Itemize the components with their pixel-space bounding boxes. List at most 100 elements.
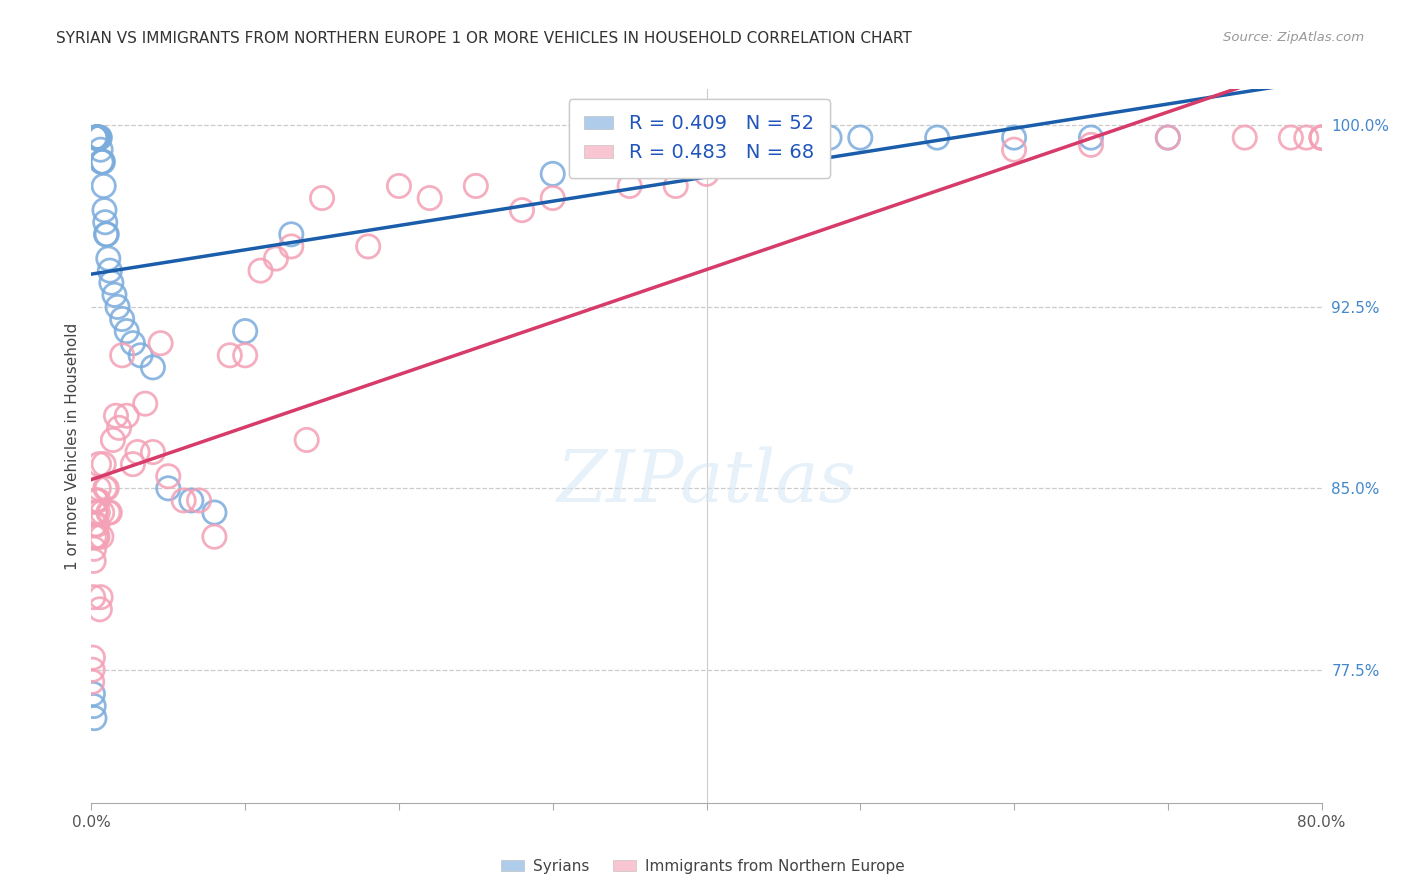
- Point: [83, 554, 105, 568]
- Point: [157, 469, 180, 483]
- Point: [111, 312, 134, 326]
- Point: [264, 252, 287, 266]
- Point: [82, 650, 104, 665]
- Point: [127, 445, 149, 459]
- Point: [91, 154, 114, 169]
- Text: SYRIAN VS IMMIGRANTS FROM NORTHERN EUROPE 1 OR MORE VEHICLES IN HOUSEHOLD CORREL: SYRIAN VS IMMIGRANTS FROM NORTHERN EUROP…: [56, 31, 912, 46]
- Point: [90, 530, 112, 544]
- Point: [1080, 130, 1102, 145]
- Point: [82, 590, 104, 604]
- Point: [89, 130, 111, 145]
- Point: [122, 457, 145, 471]
- Point: [134, 397, 156, 411]
- Point: [1080, 137, 1102, 152]
- Legend: R = 0.409   N = 52, R = 0.483   N = 68: R = 0.409 N = 52, R = 0.483 N = 68: [568, 99, 830, 178]
- Point: [96, 481, 118, 495]
- Point: [87, 493, 110, 508]
- Point: [89, 602, 111, 616]
- Point: [142, 360, 165, 375]
- Point: [295, 433, 318, 447]
- Point: [1310, 130, 1333, 145]
- Point: [233, 348, 256, 362]
- Point: [83, 711, 105, 725]
- Point: [94, 215, 117, 229]
- Point: [157, 481, 180, 495]
- Point: [103, 288, 125, 302]
- Point: [1157, 130, 1180, 145]
- Point: [84, 506, 107, 520]
- Point: [510, 203, 533, 218]
- Point: [94, 227, 117, 242]
- Point: [818, 130, 841, 145]
- Point: [86, 530, 108, 544]
- Point: [100, 276, 122, 290]
- Point: [84, 130, 107, 145]
- Point: [82, 674, 104, 689]
- Point: [97, 506, 120, 520]
- Point: [1279, 130, 1302, 145]
- Point: [695, 137, 717, 152]
- Point: [1157, 130, 1180, 145]
- Point: [86, 130, 108, 145]
- Point: [87, 130, 110, 145]
- Point: [115, 409, 138, 423]
- Text: Source: ZipAtlas.com: Source: ZipAtlas.com: [1223, 31, 1364, 45]
- Legend: Syrians, Immigrants from Northern Europe: Syrians, Immigrants from Northern Europe: [495, 853, 911, 880]
- Point: [82, 687, 104, 701]
- Point: [91, 154, 114, 169]
- Point: [98, 506, 121, 520]
- Point: [142, 445, 165, 459]
- Point: [388, 178, 411, 193]
- Point: [83, 541, 105, 556]
- Point: [87, 506, 110, 520]
- Point: [1310, 130, 1333, 145]
- Point: [90, 143, 112, 157]
- Point: [541, 191, 564, 205]
- Point: [619, 178, 641, 193]
- Point: [115, 324, 138, 338]
- Point: [101, 433, 124, 447]
- Point: [111, 348, 134, 362]
- Point: [83, 530, 105, 544]
- Point: [91, 506, 114, 520]
- Point: [87, 130, 110, 145]
- Point: [218, 348, 240, 362]
- Point: [83, 699, 105, 714]
- Point: [87, 130, 110, 145]
- Point: [149, 336, 172, 351]
- Point: [180, 493, 202, 508]
- Point: [98, 263, 121, 277]
- Point: [756, 130, 779, 145]
- Point: [249, 263, 271, 277]
- Point: [787, 130, 810, 145]
- Point: [84, 130, 107, 145]
- Point: [86, 130, 108, 145]
- Point: [86, 530, 108, 544]
- Point: [94, 481, 117, 495]
- Point: [665, 143, 688, 157]
- Y-axis label: 1 or more Vehicles in Household: 1 or more Vehicles in Household: [65, 322, 80, 570]
- Point: [1310, 130, 1333, 145]
- Point: [83, 517, 105, 532]
- Point: [1233, 130, 1256, 145]
- Point: [87, 457, 110, 471]
- Point: [82, 663, 104, 677]
- Point: [90, 154, 112, 169]
- Point: [108, 421, 131, 435]
- Point: [105, 409, 127, 423]
- Point: [280, 227, 302, 242]
- Point: [93, 203, 115, 218]
- Point: [90, 590, 112, 604]
- Point: [280, 239, 302, 253]
- Point: [541, 167, 564, 181]
- Point: [86, 130, 108, 145]
- Point: [357, 239, 380, 253]
- Point: [202, 530, 225, 544]
- Point: [464, 178, 486, 193]
- Point: [1295, 130, 1317, 145]
- Point: [86, 130, 108, 145]
- Point: [84, 493, 107, 508]
- Point: [188, 493, 211, 508]
- Point: [1002, 143, 1025, 157]
- Point: [695, 167, 717, 181]
